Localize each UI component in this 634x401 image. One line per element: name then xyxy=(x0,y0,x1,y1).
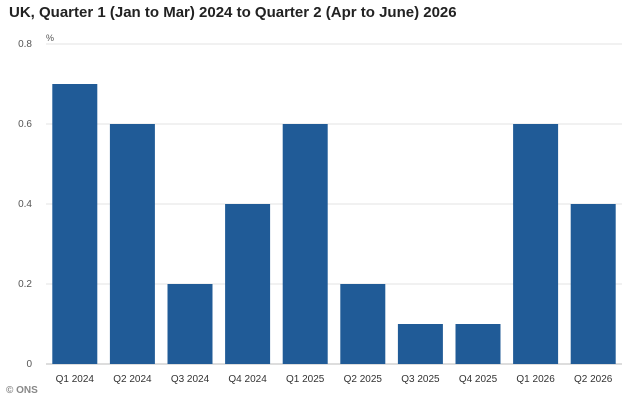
y-tick-label: 0.6 xyxy=(18,119,32,130)
bar xyxy=(52,84,98,364)
y-tick-label: 0 xyxy=(26,359,32,370)
bars xyxy=(52,84,616,364)
bar xyxy=(397,324,443,364)
source-credit: © ONS xyxy=(4,385,40,396)
x-tick-label: Q4 2025 xyxy=(459,374,498,384)
bar xyxy=(513,124,559,364)
x-tick-label: Q1 2024 xyxy=(56,374,95,384)
x-tick-label: Q1 2026 xyxy=(516,374,555,384)
bar xyxy=(109,124,155,364)
y-tick-label: 0.4 xyxy=(18,199,32,210)
y-unit-label: % xyxy=(46,33,54,43)
bar xyxy=(282,124,328,364)
y-tick-label: 0.8 xyxy=(18,39,32,50)
x-tick-label: Q1 2025 xyxy=(286,374,325,384)
x-tick-label: Q2 2024 xyxy=(113,374,152,384)
chart-title: UK, Quarter 1 (Jan to Mar) 2024 to Quart… xyxy=(9,4,457,21)
bar xyxy=(340,284,386,364)
bar-chart: 0 0.2 0.4 0.6 0.8 Q1 2024 Q2 2024 Q3 2024 Q4 20… xyxy=(18,33,622,384)
x-tick-labels: Q1 2024 Q2 2024 Q3 2024 Q4 2024 Q1 2025 Q2 20… xyxy=(56,374,613,384)
footer-bar xyxy=(0,384,634,401)
y-tick-labels: 0 0.2 0.4 0.6 0.8 xyxy=(18,39,32,370)
x-tick-label: Q2 2026 xyxy=(574,374,613,384)
x-tick-label: Q4 2024 xyxy=(228,374,267,384)
bar xyxy=(455,324,501,364)
x-tick-label: Q2 2025 xyxy=(344,374,383,384)
bar xyxy=(167,284,213,364)
y-tick-label: 0.2 xyxy=(18,279,32,290)
x-tick-label: Q3 2025 xyxy=(401,374,440,384)
bar xyxy=(225,204,271,364)
bar xyxy=(570,204,616,364)
x-tick-label: Q3 2024 xyxy=(171,374,210,384)
